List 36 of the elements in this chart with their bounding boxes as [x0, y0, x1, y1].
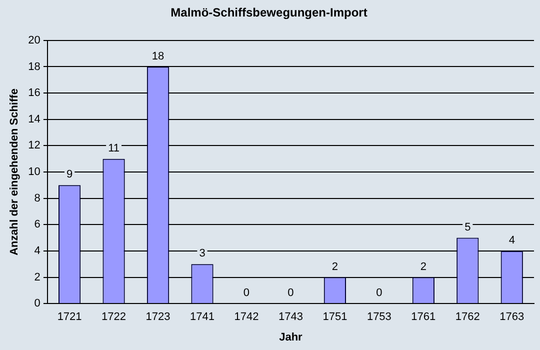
data-label: 0: [288, 287, 294, 300]
y-tick-label: 12: [28, 140, 40, 152]
y-tick-label: 16: [28, 87, 40, 100]
y-tick-label: 8: [34, 192, 40, 204]
x-tick-label: 1762: [455, 311, 480, 324]
x-tick-label: 1722: [102, 311, 126, 324]
y-tick-label: 18: [28, 60, 40, 73]
data-label: 5: [464, 221, 471, 234]
y-tick-label: 20: [28, 34, 40, 46]
data-label: 11: [108, 142, 120, 154]
x-tick-label: 1751: [322, 311, 348, 324]
x-tick-label: 1763: [500, 311, 524, 324]
y-tick-label: 10: [28, 166, 40, 178]
data-label: 0: [376, 287, 382, 300]
x-tick-label: 1761: [411, 311, 436, 324]
data-label: 9: [66, 168, 73, 181]
x-tick-label: 1742: [234, 311, 259, 324]
y-tick-label: 14: [28, 113, 40, 126]
y-axis-title: Anzahl der eingehenden Schiffe: [8, 88, 21, 256]
x-tick-label: 1723: [146, 311, 170, 324]
y-tick-label: 4: [34, 244, 40, 257]
data-label: 3: [199, 248, 206, 260]
data-label: 4: [508, 234, 515, 246]
y-tick-label: 0: [34, 298, 40, 310]
data-label: 2: [332, 260, 338, 273]
chart-title: Malmö-Schiffsbewegungen-Import: [170, 6, 368, 20]
data-label: 0: [243, 287, 250, 300]
x-tick-label: 1753: [366, 311, 392, 324]
y-tick-label: 2: [34, 271, 40, 284]
data-label: 18: [152, 50, 164, 62]
data-label: 2: [420, 260, 426, 273]
x-tick-label: 1721: [57, 311, 82, 324]
x-axis-title: Jahr: [279, 331, 304, 344]
x-tick-label: 1743: [278, 311, 303, 324]
x-tick-label: 1741: [190, 311, 214, 324]
y-tick-label: 6: [34, 218, 40, 231]
